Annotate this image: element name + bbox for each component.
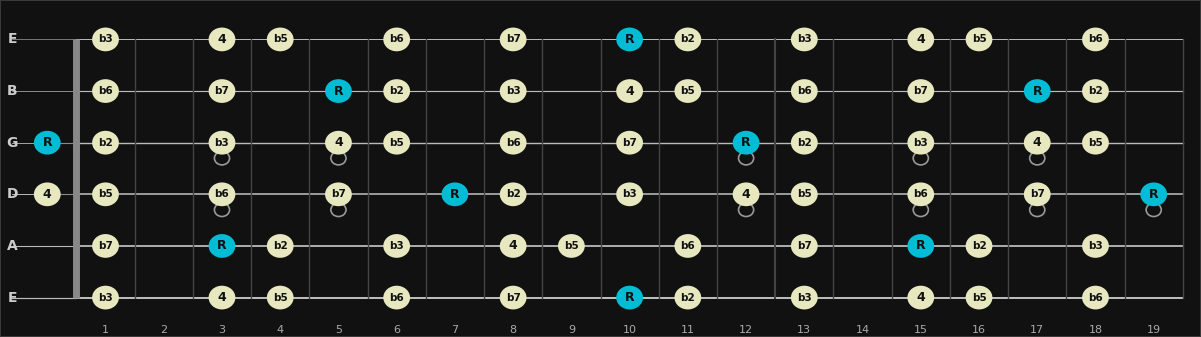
Text: R: R bbox=[625, 33, 634, 46]
Text: R: R bbox=[1149, 188, 1159, 201]
Circle shape bbox=[500, 131, 526, 155]
Text: E: E bbox=[7, 32, 17, 47]
Circle shape bbox=[209, 131, 235, 155]
Text: 2: 2 bbox=[160, 325, 167, 335]
Text: b2: b2 bbox=[797, 138, 812, 148]
Text: b2: b2 bbox=[506, 189, 520, 199]
Text: b3: b3 bbox=[98, 293, 113, 303]
Text: b3: b3 bbox=[797, 34, 812, 44]
Circle shape bbox=[908, 234, 934, 258]
Text: R: R bbox=[741, 136, 751, 149]
Text: R: R bbox=[334, 85, 343, 97]
Text: R: R bbox=[625, 291, 634, 304]
Text: b7: b7 bbox=[506, 293, 520, 303]
Text: 10: 10 bbox=[622, 325, 637, 335]
Circle shape bbox=[383, 79, 410, 103]
Circle shape bbox=[267, 286, 293, 309]
Text: 3: 3 bbox=[219, 325, 226, 335]
Text: b5: b5 bbox=[972, 293, 986, 303]
Text: b3: b3 bbox=[914, 138, 928, 148]
Circle shape bbox=[325, 79, 352, 103]
Circle shape bbox=[1082, 79, 1109, 103]
Circle shape bbox=[1082, 234, 1109, 258]
Text: b2: b2 bbox=[681, 293, 695, 303]
Circle shape bbox=[267, 234, 293, 258]
Text: 16: 16 bbox=[972, 325, 986, 335]
Circle shape bbox=[209, 182, 235, 206]
Circle shape bbox=[1082, 286, 1109, 309]
Text: R: R bbox=[916, 240, 926, 252]
Text: G: G bbox=[7, 136, 18, 150]
Text: b5: b5 bbox=[1088, 138, 1103, 148]
Text: 4: 4 bbox=[1033, 136, 1041, 149]
Text: b3: b3 bbox=[215, 138, 229, 148]
Text: b6: b6 bbox=[389, 34, 404, 44]
Text: 11: 11 bbox=[681, 325, 695, 335]
Text: b2: b2 bbox=[389, 86, 404, 96]
Text: 18: 18 bbox=[1088, 325, 1103, 335]
Text: 4: 4 bbox=[742, 188, 751, 201]
Text: 15: 15 bbox=[914, 325, 928, 335]
Text: b6: b6 bbox=[1088, 293, 1103, 303]
Text: 8: 8 bbox=[509, 325, 516, 335]
Circle shape bbox=[1024, 182, 1051, 206]
Circle shape bbox=[325, 182, 352, 206]
Circle shape bbox=[34, 131, 61, 155]
Circle shape bbox=[383, 28, 410, 51]
Circle shape bbox=[500, 234, 526, 258]
Text: 4: 4 bbox=[916, 291, 925, 304]
Circle shape bbox=[1082, 28, 1109, 51]
Text: b5: b5 bbox=[273, 293, 287, 303]
Circle shape bbox=[616, 286, 643, 309]
Text: 9: 9 bbox=[568, 325, 575, 335]
Circle shape bbox=[1024, 79, 1051, 103]
Circle shape bbox=[675, 79, 701, 103]
Text: 4: 4 bbox=[626, 85, 634, 97]
Text: b7: b7 bbox=[913, 86, 928, 96]
Text: R: R bbox=[450, 188, 460, 201]
Circle shape bbox=[209, 79, 235, 103]
Text: b3: b3 bbox=[506, 86, 520, 96]
Circle shape bbox=[675, 286, 701, 309]
Text: b7: b7 bbox=[98, 241, 113, 251]
Circle shape bbox=[209, 286, 235, 309]
Text: b7: b7 bbox=[622, 138, 637, 148]
Circle shape bbox=[92, 79, 119, 103]
Text: 19: 19 bbox=[1147, 325, 1161, 335]
Circle shape bbox=[791, 28, 818, 51]
Circle shape bbox=[1082, 131, 1109, 155]
Circle shape bbox=[908, 286, 934, 309]
Circle shape bbox=[209, 28, 235, 51]
Text: 12: 12 bbox=[739, 325, 753, 335]
Text: b5: b5 bbox=[273, 34, 287, 44]
Text: R: R bbox=[1033, 85, 1042, 97]
Circle shape bbox=[616, 131, 643, 155]
Text: b3: b3 bbox=[389, 241, 404, 251]
Text: 1: 1 bbox=[102, 325, 109, 335]
Circle shape bbox=[908, 28, 934, 51]
Text: b5: b5 bbox=[98, 189, 113, 199]
Circle shape bbox=[616, 28, 643, 51]
Text: b5: b5 bbox=[972, 34, 986, 44]
Text: 4: 4 bbox=[43, 188, 52, 201]
Circle shape bbox=[92, 286, 119, 309]
Circle shape bbox=[500, 28, 526, 51]
Text: b7: b7 bbox=[797, 241, 812, 251]
Circle shape bbox=[92, 182, 119, 206]
Text: b2: b2 bbox=[972, 241, 986, 251]
Circle shape bbox=[500, 286, 526, 309]
Text: b6: b6 bbox=[215, 189, 229, 199]
Text: B: B bbox=[7, 84, 18, 98]
Text: 17: 17 bbox=[1030, 325, 1045, 335]
Text: b6: b6 bbox=[1088, 34, 1103, 44]
Circle shape bbox=[966, 234, 992, 258]
Text: b6: b6 bbox=[506, 138, 520, 148]
Circle shape bbox=[966, 286, 992, 309]
Text: b5: b5 bbox=[389, 138, 404, 148]
Text: b6: b6 bbox=[681, 241, 695, 251]
Circle shape bbox=[1140, 182, 1167, 206]
Circle shape bbox=[733, 131, 759, 155]
Text: 4: 4 bbox=[509, 240, 518, 252]
Circle shape bbox=[442, 182, 468, 206]
